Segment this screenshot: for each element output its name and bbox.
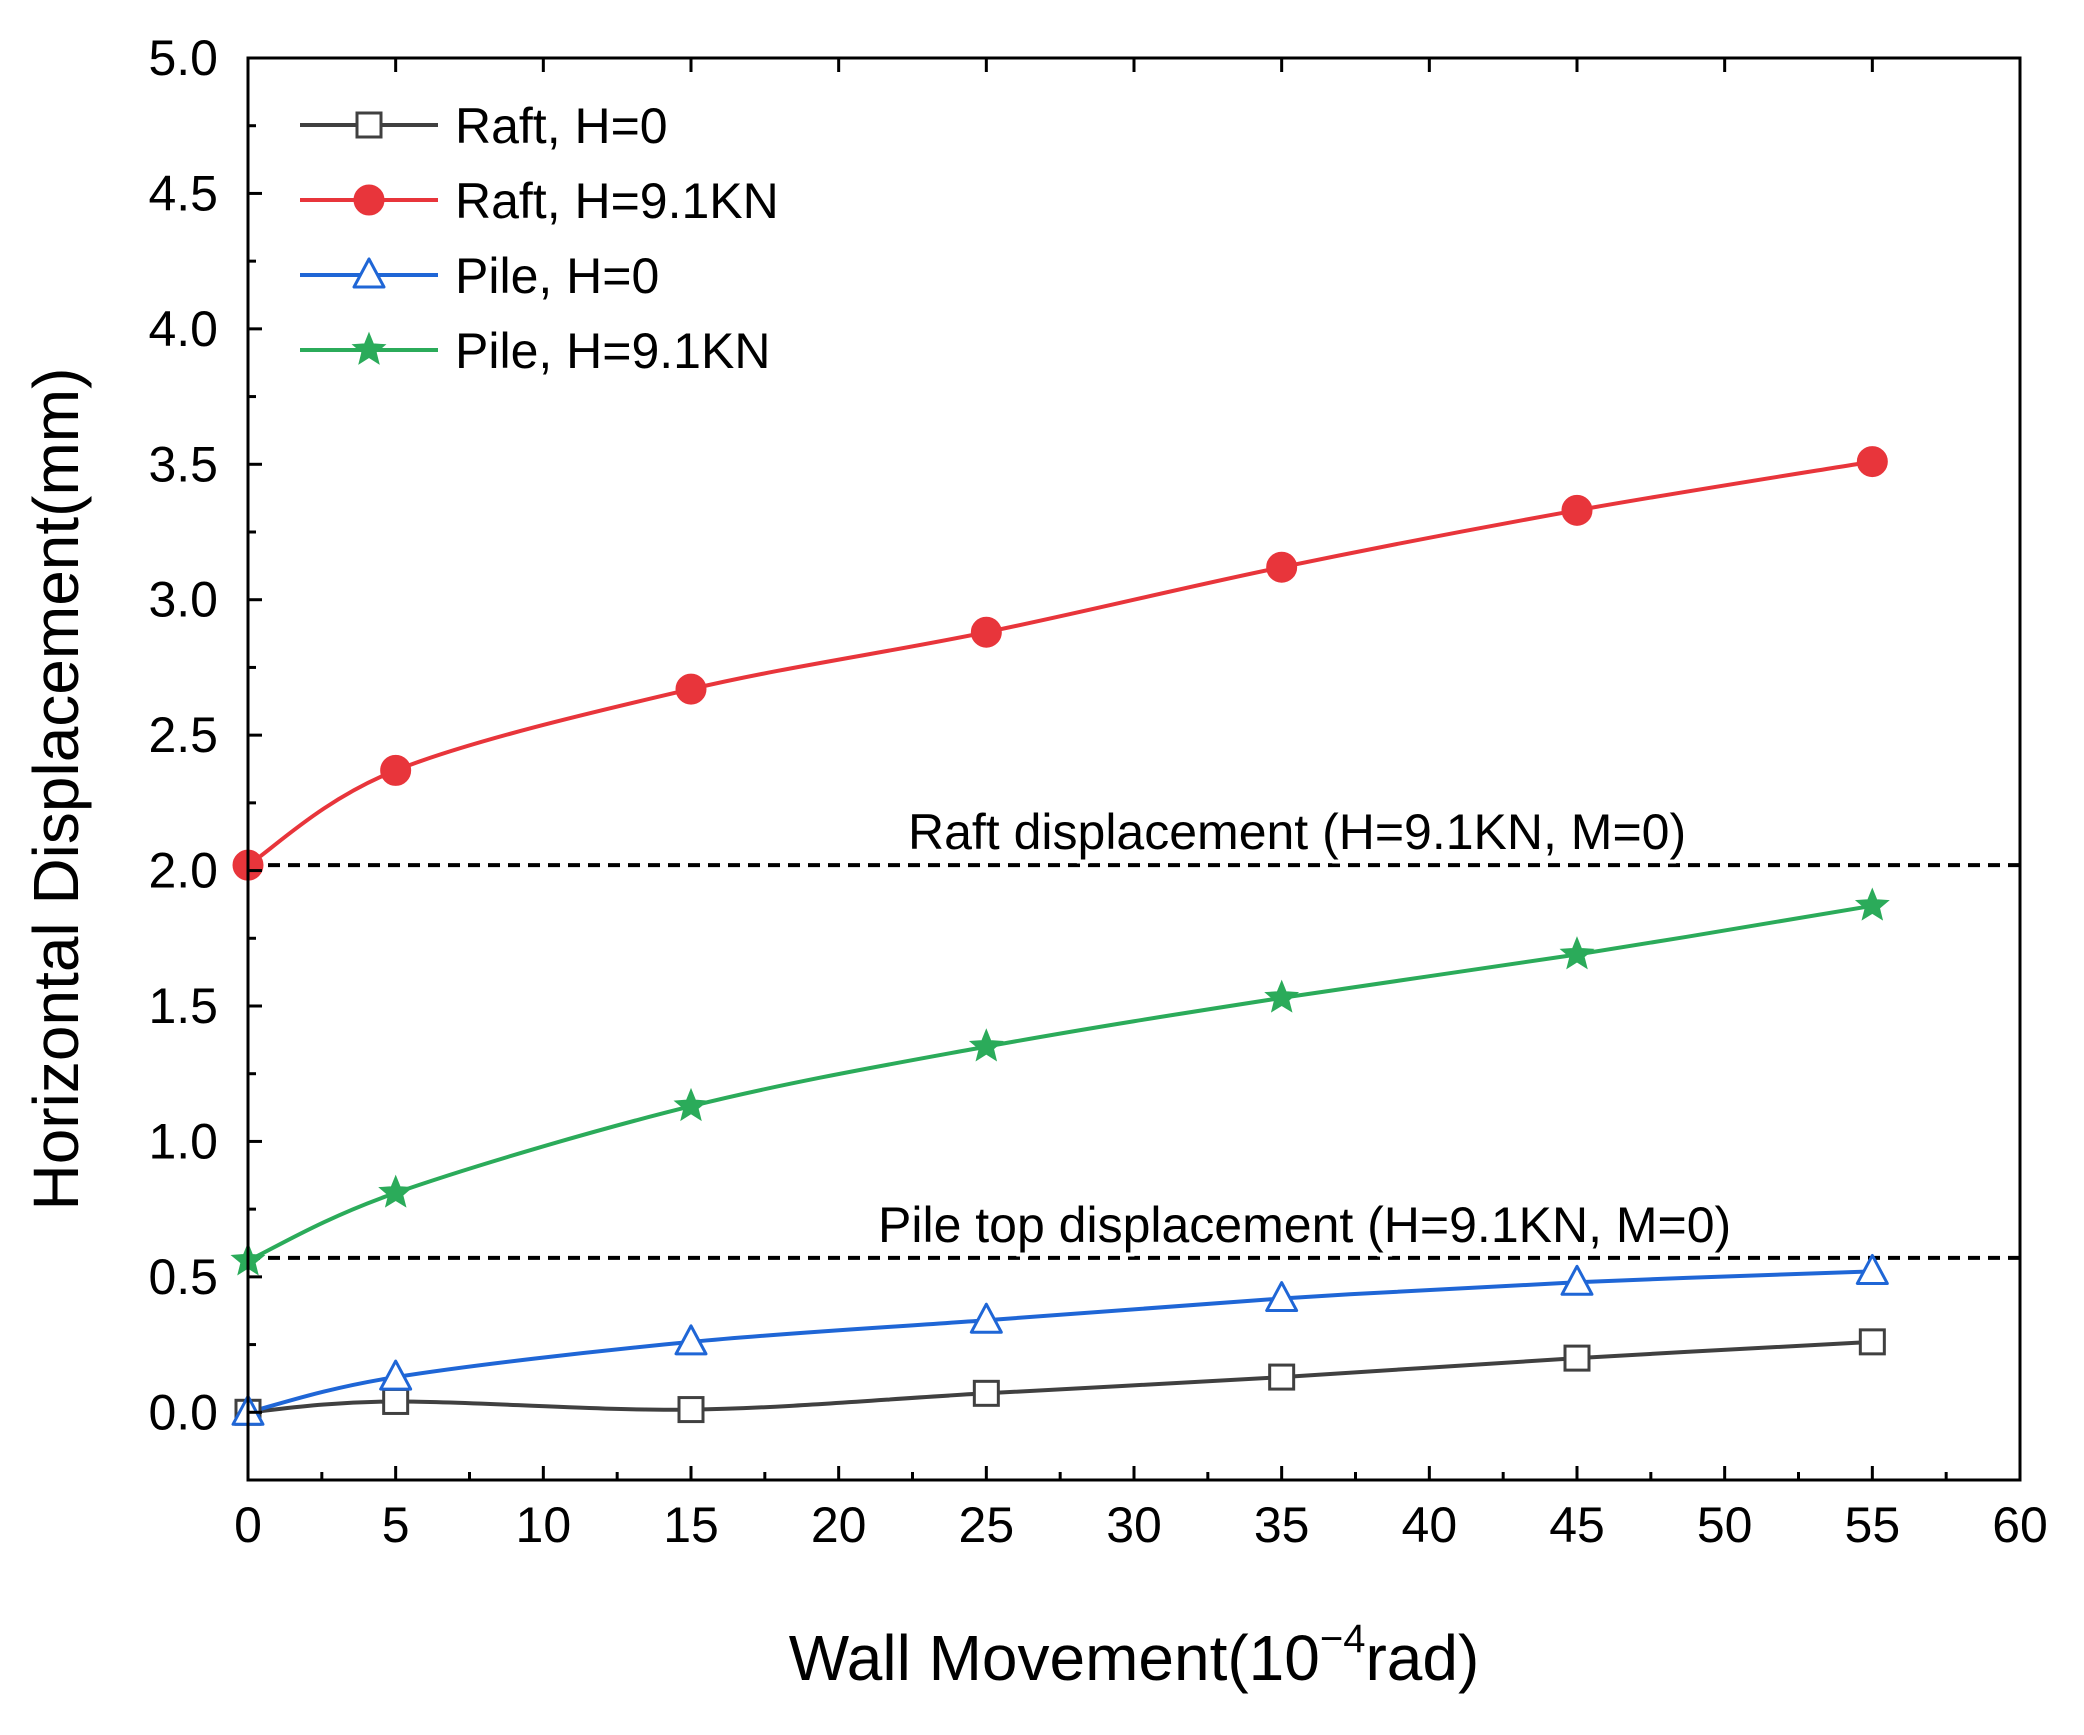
data-point xyxy=(1856,446,1888,478)
data-point xyxy=(1265,1281,1299,1313)
y-tick-label: 1.5 xyxy=(148,978,218,1034)
legend-marker xyxy=(355,111,383,139)
data-point xyxy=(969,1302,1003,1334)
legend: Raft, H=0 Raft, H=9.1KN Pile, H=0 Pile, H=9… xyxy=(300,98,779,379)
x-tick-label: 50 xyxy=(1697,1497,1753,1553)
data-point xyxy=(1268,1363,1296,1391)
data-point xyxy=(677,1396,705,1424)
legend-label: Raft, H=0 xyxy=(455,98,668,154)
series-lines xyxy=(246,459,1873,1415)
data-point xyxy=(380,754,412,786)
x-axis-ticks xyxy=(246,58,2022,1480)
x-tick-label: 55 xyxy=(1845,1497,1901,1553)
data-point xyxy=(1561,494,1593,526)
data-point xyxy=(675,673,707,705)
y-tick-label: 3.0 xyxy=(148,572,218,628)
legend-label: Pile, H=9.1KN xyxy=(455,323,770,379)
data-point xyxy=(378,1174,414,1208)
legend-label: Raft, H=9.1KN xyxy=(455,173,779,229)
y-tick-label: 4.5 xyxy=(148,165,218,221)
x-tick-label: 40 xyxy=(1402,1497,1458,1553)
legend-marker xyxy=(351,331,387,365)
x-axis-label-exponent: −4 xyxy=(1320,1617,1366,1661)
x-axis-label-prefix: Wall Movement(10 xyxy=(789,1622,1320,1694)
data-point xyxy=(1855,1253,1889,1285)
data-point xyxy=(1266,551,1298,583)
y-axis-tick-labels: 0.0 0.5 1.0 1.5 2.0 2.5 3.0 3.5 4.0 4.5 5.0 xyxy=(148,30,218,1440)
series-line xyxy=(247,1339,1873,1415)
x-tick-label: 25 xyxy=(959,1497,1015,1553)
y-axis-label: Horizontal Displacement(mm) xyxy=(20,368,92,1211)
series-markers xyxy=(230,446,1890,1426)
x-tick-label: 20 xyxy=(811,1497,867,1553)
x-axis-tick-labels: 0 5 10 15 20 25 30 35 40 45 50 55 60 xyxy=(234,1497,2048,1553)
y-tick-label: 1.0 xyxy=(148,1113,218,1169)
x-tick-label: 35 xyxy=(1254,1497,1310,1553)
y-axis-ticks xyxy=(248,56,262,1414)
legend-marker xyxy=(353,184,385,216)
y-tick-label: 4.0 xyxy=(148,301,218,357)
x-tick-label: 30 xyxy=(1106,1497,1162,1553)
data-point xyxy=(1563,1344,1591,1372)
x-axis-label: Wall Movement(10−4rad) xyxy=(789,1617,1480,1694)
data-point xyxy=(968,1028,1004,1062)
data-point xyxy=(379,1359,413,1391)
y-tick-label: 3.5 xyxy=(148,436,218,492)
legend-marker xyxy=(352,257,386,289)
data-point xyxy=(1854,887,1890,921)
x-tick-label: 5 xyxy=(382,1497,410,1553)
data-point xyxy=(1560,1264,1594,1296)
data-point xyxy=(1858,1328,1886,1356)
data-point xyxy=(382,1387,410,1415)
y-tick-label: 5.0 xyxy=(148,30,218,86)
reference-line-label: Raft displacement (H=9.1KN, M=0) xyxy=(908,804,1686,860)
reference-lines: Raft displacement (H=9.1KN, M=0) Pile top… xyxy=(248,800,2020,1260)
legend-label: Pile, H=0 xyxy=(455,248,659,304)
y-tick-label: 0.0 xyxy=(148,1384,218,1440)
x-tick-label: 45 xyxy=(1549,1497,1605,1553)
x-tick-label: 60 xyxy=(1992,1497,2048,1553)
data-point xyxy=(1264,979,1300,1013)
reference-line-label: Pile top displacement (H=9.1KN, M=0) xyxy=(878,1197,1731,1253)
data-point xyxy=(1559,936,1595,970)
x-tick-label: 10 xyxy=(516,1497,572,1553)
y-tick-label: 2.0 xyxy=(148,843,218,899)
data-point xyxy=(673,1087,709,1122)
data-point xyxy=(674,1324,708,1356)
x-tick-label: 0 xyxy=(234,1497,262,1553)
y-tick-label: 2.5 xyxy=(148,707,218,763)
x-axis-label-suffix: rad) xyxy=(1365,1622,1479,1694)
data-point xyxy=(972,1379,1000,1407)
x-tick-label: 15 xyxy=(663,1497,719,1553)
y-tick-label: 0.5 xyxy=(148,1249,218,1305)
data-point xyxy=(970,616,1002,648)
